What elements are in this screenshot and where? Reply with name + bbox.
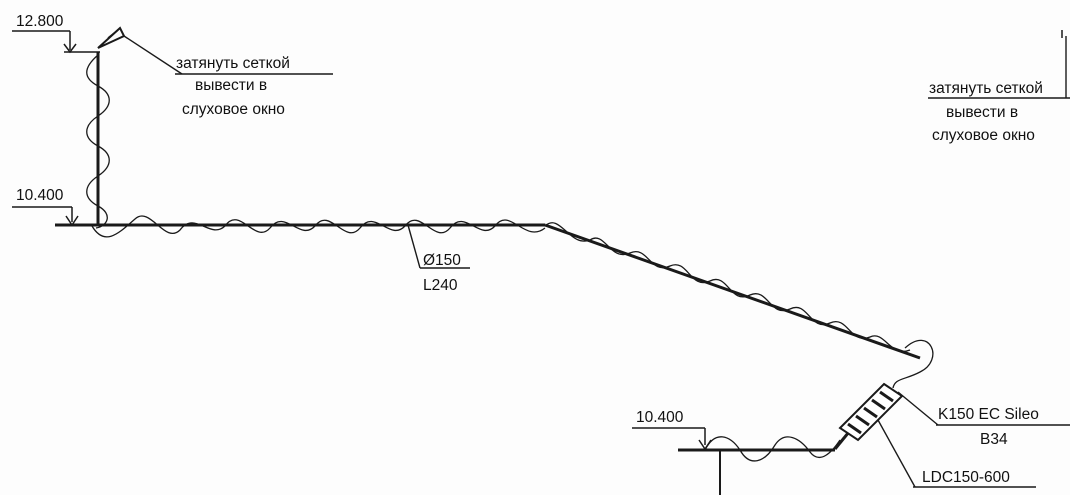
outlet-nozzle	[97, 26, 126, 49]
note-left-line3: слуховое окно	[182, 101, 285, 118]
elevation-label-mid: 10.400	[16, 187, 64, 204]
silencer-model-label: LDC150-600	[922, 469, 1010, 486]
note-right: затянуть сеткой вывести в слуховое окно	[928, 30, 1070, 144]
elevation-marker-mid: 10.400	[12, 187, 79, 227]
flex-duct-waves	[86, 54, 934, 462]
note-right-line3: слуховое окно	[932, 127, 1035, 144]
fan-code-label: B34	[980, 431, 1008, 448]
elevation-marker-low: 10.400	[632, 409, 712, 451]
duct-dimension: Ø150 L240	[407, 224, 470, 294]
note-left-line2: вывести в	[195, 77, 267, 94]
elevation-label-low: 10.400	[636, 409, 684, 426]
elevation-label-top: 12.800	[16, 13, 64, 30]
fan-unit	[838, 382, 904, 442]
duct-length-label: L240	[423, 277, 458, 294]
duct-diameter-label: Ø150	[423, 252, 461, 269]
duct-axis	[55, 52, 921, 495]
note-left-line1: затянуть сеткой	[176, 55, 290, 72]
note-right-line2: вывести в	[946, 104, 1018, 121]
silencer-label: LDC150-600	[877, 419, 1036, 488]
fan-label: K150 EC Sileo B34	[897, 391, 1070, 448]
note-left: затянуть сеткой вывести в слуховое окно	[123, 35, 333, 118]
note-right-line1: затянуть сеткой	[929, 80, 1043, 97]
fan-model-label: K150 EC Sileo	[938, 406, 1039, 423]
elevation-marker-top: 12.800	[12, 13, 100, 54]
